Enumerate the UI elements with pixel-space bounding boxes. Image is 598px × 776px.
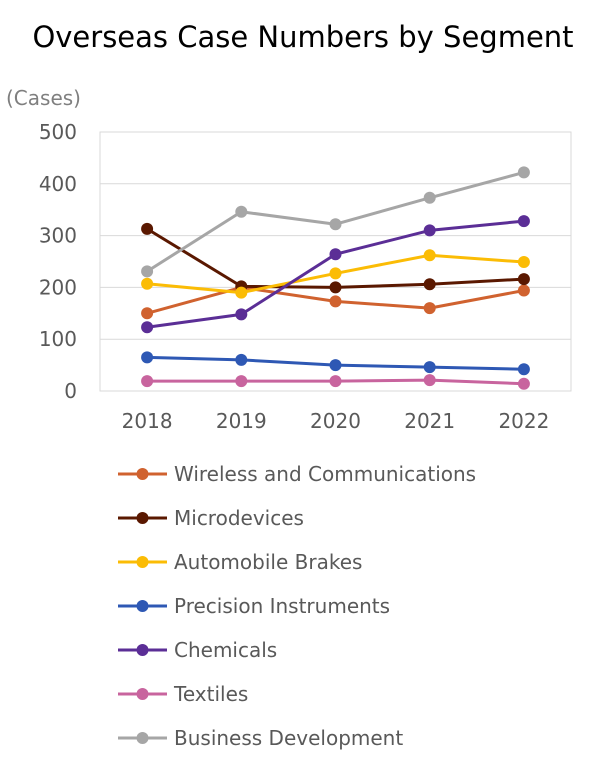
data-point-precision-instruments (235, 353, 248, 366)
legend-label: Textiles (173, 682, 248, 706)
data-point-wireless-and-communications (141, 307, 154, 320)
data-point-textiles (329, 375, 342, 388)
legend-item-textiles: Textiles (118, 682, 248, 706)
legend-marker-icon (136, 688, 149, 700)
x-tick-label: 2021 (404, 409, 455, 433)
data-point-chemicals (517, 215, 530, 228)
data-point-precision-instruments (329, 359, 342, 372)
legend-marker-icon (136, 468, 149, 480)
data-point-microdevices (141, 222, 154, 235)
legend-marker-icon (136, 644, 149, 656)
x-tick-label: 2020 (310, 409, 361, 433)
x-tick-label: 2018 (122, 409, 173, 433)
x-tick-label: 2019 (216, 409, 267, 433)
x-tick-label: 2022 (498, 409, 549, 433)
legend-item-microdevices: Microdevices (118, 506, 304, 530)
legend-label: Automobile Brakes (174, 550, 362, 574)
data-point-precision-instruments (517, 363, 530, 376)
data-point-automobile-brakes (329, 267, 342, 280)
series-lines (141, 166, 530, 390)
legend-item-wireless-and-communications: Wireless and Communications (118, 462, 476, 486)
legend-label: Chemicals (174, 638, 277, 662)
legend-label: Microdevices (174, 506, 304, 530)
data-point-microdevices (517, 273, 530, 286)
series-business-development (141, 166, 530, 278)
y-tick-label: 300 (39, 224, 77, 248)
data-point-chemicals (235, 308, 248, 321)
chart-title: Overseas Case Numbers by Segment (32, 20, 573, 54)
data-point-automobile-brakes (517, 256, 530, 269)
data-point-precision-instruments (423, 361, 436, 374)
y-axis-ticks: 0 100 200 300 400 500 (39, 120, 77, 403)
series-microdevices (141, 222, 530, 294)
legend-item-business-development: Business Development (118, 726, 403, 750)
data-point-microdevices (329, 281, 342, 294)
plot-area (99, 131, 572, 392)
legend-label: Business Development (174, 726, 403, 750)
data-point-business-development (235, 205, 248, 218)
data-point-microdevices (423, 278, 436, 291)
data-point-business-development (423, 191, 436, 204)
legend: Wireless and Communications Microdevices A… (118, 462, 476, 750)
data-point-wireless-and-communications (423, 302, 436, 315)
y-tick-label: 200 (39, 275, 77, 299)
series-textiles (141, 374, 530, 390)
legend-label: Precision Instruments (174, 594, 390, 618)
y-tick-label: 100 (39, 327, 77, 351)
legend-marker-icon (136, 512, 149, 524)
series-precision-instruments (141, 351, 530, 376)
legend-marker-icon (136, 600, 149, 612)
legend-marker-icon (136, 556, 149, 568)
data-point-textiles (517, 377, 530, 390)
legend-item-precision-instruments: Precision Instruments (118, 594, 390, 618)
data-point-business-development (517, 166, 530, 179)
legend-item-chemicals: Chemicals (118, 638, 277, 662)
series-automobile-brakes (141, 249, 530, 299)
data-point-wireless-and-communications (329, 295, 342, 308)
y-tick-label: 400 (39, 172, 77, 196)
data-point-chemicals (329, 248, 342, 261)
y-tick-label: 0 (64, 379, 77, 403)
data-point-business-development (329, 218, 342, 231)
legend-marker-icon (136, 732, 149, 744)
data-point-textiles (235, 375, 248, 388)
legend-item-automobile-brakes: Automobile Brakes (118, 550, 362, 574)
data-point-business-development (141, 265, 154, 278)
data-point-automobile-brakes (423, 249, 436, 262)
series-chemicals (141, 215, 530, 334)
data-point-chemicals (141, 321, 154, 334)
data-point-chemicals (423, 224, 436, 237)
data-point-automobile-brakes (235, 286, 248, 299)
data-point-wireless-and-communications (517, 284, 530, 297)
data-point-textiles (141, 375, 154, 388)
y-axis-unit-label: (Cases) (6, 86, 81, 110)
x-axis-ticks: 2018 2019 2020 2021 2022 (122, 409, 550, 433)
legend-label: Wireless and Communications (174, 462, 476, 486)
data-point-textiles (423, 374, 436, 387)
data-point-precision-instruments (141, 351, 154, 364)
data-point-automobile-brakes (141, 277, 154, 290)
y-tick-label: 500 (39, 120, 77, 144)
